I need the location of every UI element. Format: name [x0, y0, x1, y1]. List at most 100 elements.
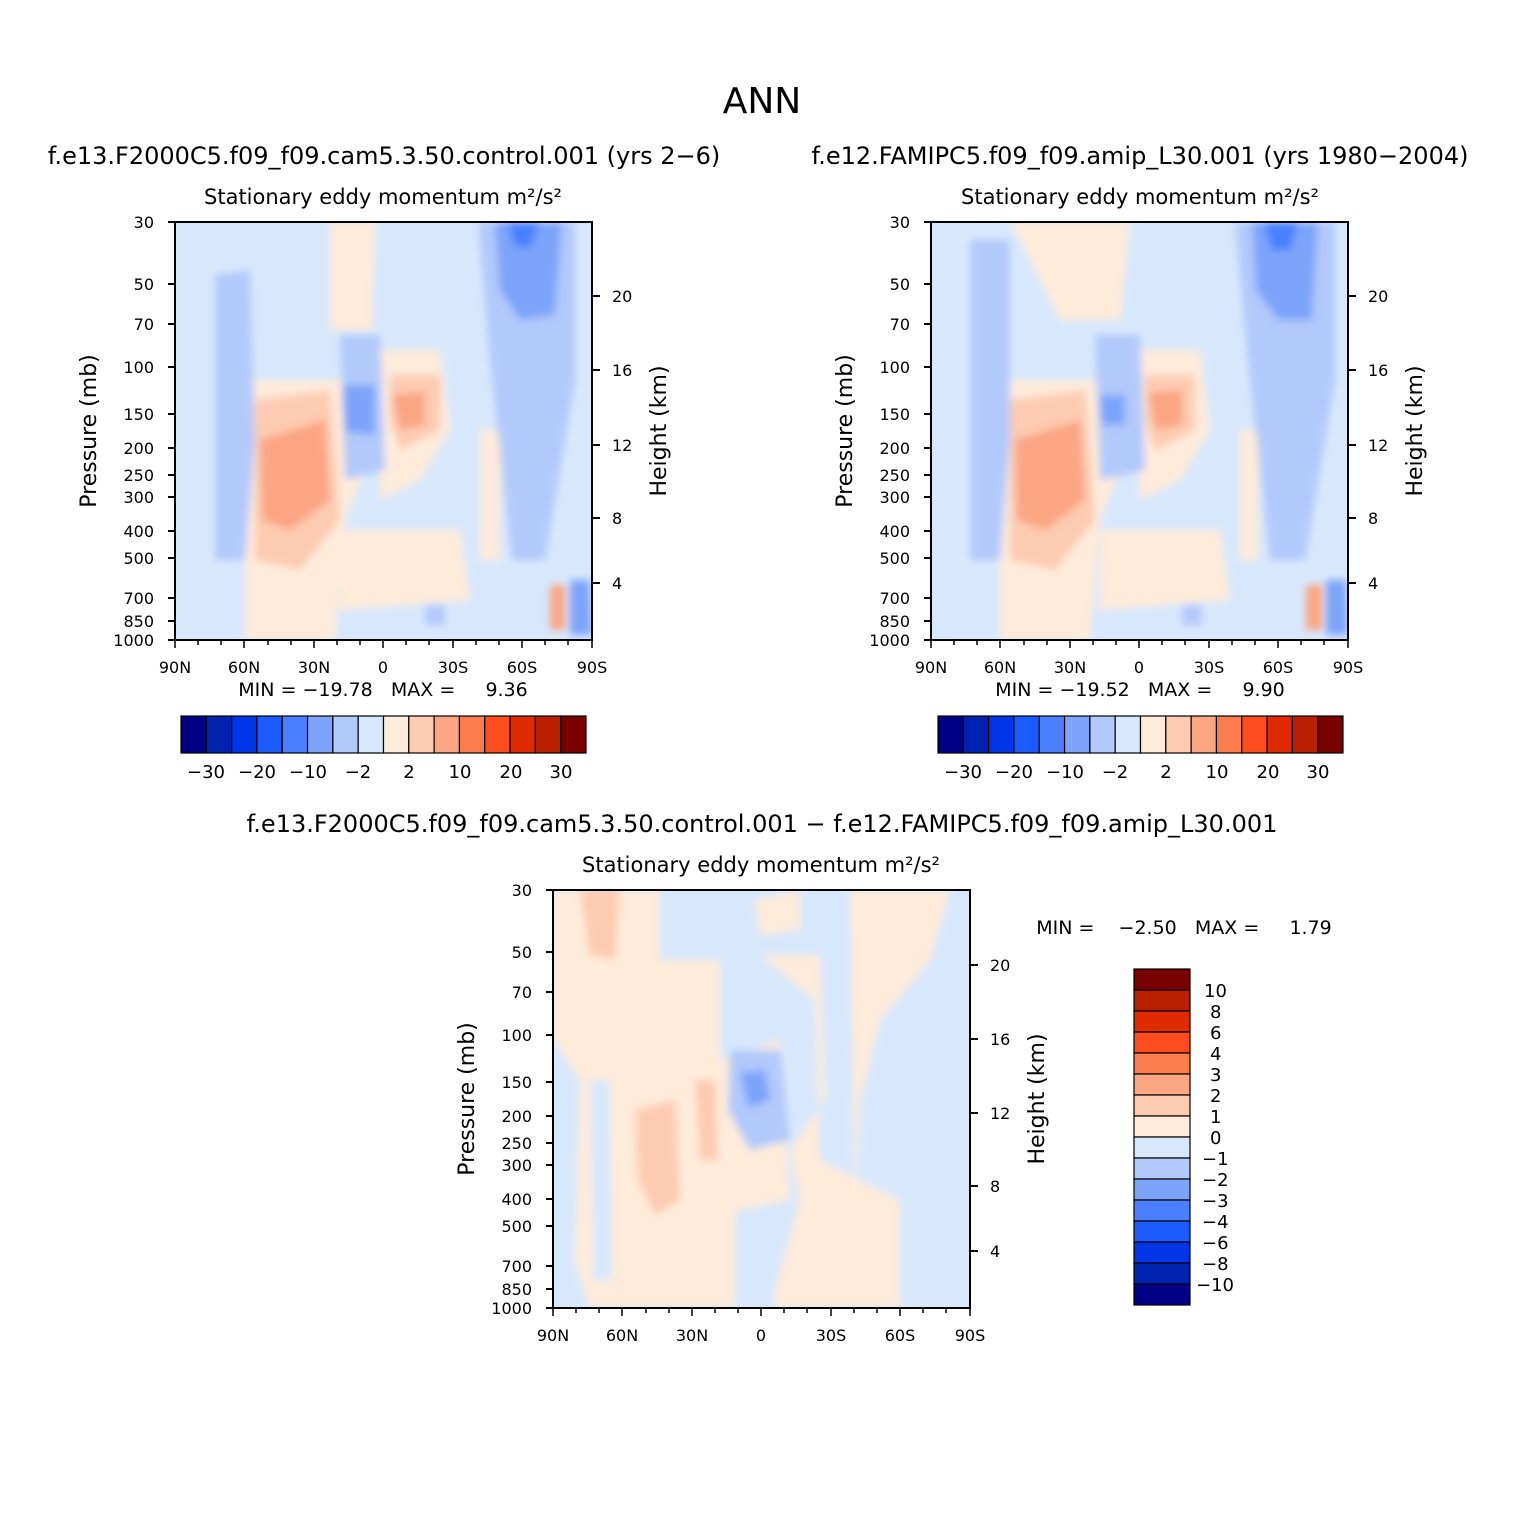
- colorbar-swatch: [1241, 715, 1268, 754]
- colorbar-label: −6: [1202, 1233, 1229, 1254]
- y-right-tick: 8: [1348, 509, 1378, 528]
- colorbar-swatch: [332, 715, 359, 754]
- svg-text:150: 150: [501, 1073, 532, 1092]
- y-tick: 200: [501, 1107, 553, 1126]
- svg-text:8: 8: [612, 509, 622, 528]
- x-tick-label: 60N: [228, 658, 260, 677]
- y-tick: 400: [123, 522, 175, 541]
- y-tick: 500: [879, 549, 931, 568]
- svg-text:4: 4: [990, 1242, 1000, 1261]
- colorbar-swatch: [1133, 1241, 1191, 1264]
- x-tick-label: 90N: [159, 658, 191, 677]
- y-tick: 850: [879, 612, 931, 631]
- colorbar-label: 2: [1160, 762, 1171, 783]
- colorbar-vertical: [1133, 968, 1191, 1306]
- colorbar-label: 2: [403, 762, 414, 783]
- svg-text:300: 300: [123, 488, 154, 507]
- colorbar-swatch: [1133, 1136, 1191, 1159]
- colorbar-swatch: [256, 715, 283, 754]
- panel-title: Stationary eddy momentum m²/s²: [204, 185, 562, 209]
- colorbar-label: 10: [1206, 762, 1229, 783]
- colorbar-label: −20: [995, 762, 1033, 783]
- colorbar-swatch: [937, 715, 964, 754]
- y-tick: 50: [890, 275, 931, 294]
- svg-text:1000: 1000: [113, 631, 154, 650]
- svg-text:50: 50: [134, 275, 154, 294]
- x-axis: 90N 60N 30N 0 30S 60S 90S: [915, 640, 1363, 677]
- colorbar-swatch: [1133, 1031, 1191, 1054]
- y-tick: 100: [501, 1026, 553, 1045]
- svg-text:200: 200: [501, 1107, 532, 1126]
- svg-text:100: 100: [123, 358, 154, 377]
- y-tick: 850: [123, 612, 175, 631]
- svg-text:850: 850: [501, 1280, 532, 1299]
- y-right-tick: 8: [592, 509, 622, 528]
- colorbar-swatch: [1291, 715, 1319, 754]
- contour-field: [553, 890, 970, 1308]
- svg-text:16: 16: [990, 1030, 1010, 1049]
- contour-field: [931, 222, 1348, 640]
- colorbar-label: 1: [1210, 1107, 1221, 1128]
- panel-title-text: Stationary eddy momentum: [961, 185, 1257, 209]
- y-right-tick: 16: [1348, 361, 1388, 380]
- svg-text:1000: 1000: [491, 1299, 532, 1318]
- colorbar-labels: −30 −20 −10 −2 2 10 20 30: [944, 762, 1329, 783]
- x-axis: 90N 60N 30N 0 30S 60S 90S: [537, 1308, 985, 1345]
- y-tick: 150: [501, 1073, 553, 1092]
- colorbar-swatch: [433, 715, 461, 754]
- colorbar-label: −3: [1202, 1191, 1229, 1212]
- colorbar-swatch: [1133, 1220, 1191, 1243]
- colorbar-label: −30: [187, 762, 225, 783]
- colorbar-label: 8: [1210, 1002, 1221, 1023]
- svg-text:100: 100: [879, 358, 910, 377]
- colorbar-swatch: [1133, 968, 1191, 991]
- y-tick: 250: [123, 466, 175, 485]
- colorbar-swatch: [281, 715, 309, 754]
- colorbar-swatch: [1215, 715, 1243, 754]
- svg-text:200: 200: [879, 439, 910, 458]
- colorbar-label: 3: [1210, 1065, 1221, 1086]
- svg-text:12: 12: [990, 1104, 1010, 1123]
- svg-text:70: 70: [134, 315, 154, 334]
- colorbar-label: −10: [289, 762, 327, 783]
- colorbar-label: 10: [1204, 981, 1227, 1002]
- colorbar-label: 6: [1210, 1023, 1221, 1044]
- panel-header: f.e13.F2000C5.f09_f09.cam5.3.50.control.…: [247, 810, 1278, 838]
- x-tick-label: 30S: [438, 658, 469, 677]
- panel-units: m²/s²: [885, 853, 940, 877]
- x-tick-label: 30S: [1194, 658, 1225, 677]
- y-tick: 700: [879, 589, 931, 608]
- panel-header: f.e12.FAMIPC5.f09_f09.amip_L30.001 (yrs …: [812, 142, 1469, 170]
- y-axis-label-right: Height (km): [647, 365, 672, 496]
- y-tick: 400: [879, 522, 931, 541]
- colorbar-swatch: [1133, 1115, 1191, 1138]
- colorbar-label: −4: [1202, 1212, 1229, 1233]
- colorbar-swatch: [1190, 715, 1218, 754]
- svg-text:1000: 1000: [869, 631, 910, 650]
- svg-text:20: 20: [612, 287, 632, 306]
- colorbar-swatch: [357, 715, 385, 754]
- colorbar-labels: 10 8 6 4 3 2 1 0 −1 −2 −3 −4 −6 −8 −10: [1196, 981, 1234, 1296]
- colorbar-swatch: [1133, 1283, 1191, 1306]
- colorbar-swatch: [1133, 1010, 1191, 1033]
- colorbar-swatch: [1133, 989, 1191, 1012]
- svg-text:300: 300: [501, 1156, 532, 1175]
- y-axis-label-left: Pressure (mb): [455, 1022, 480, 1176]
- y-tick: 250: [501, 1134, 553, 1153]
- panel-amip: f.e12.FAMIPC5.f09_f09.amip_L30.001 (yrs …: [812, 142, 1469, 783]
- colorbar: [937, 715, 1344, 754]
- panel-units: m²/s²: [507, 185, 562, 209]
- colorbar-label: −10: [1196, 1275, 1234, 1296]
- x-tick-label: 90S: [955, 1326, 986, 1345]
- svg-text:8: 8: [990, 1177, 1000, 1196]
- y-tick: 850: [501, 1280, 553, 1299]
- y-tick: 70: [890, 315, 931, 334]
- y-tick: 250: [879, 466, 931, 485]
- min-max-label: MIN = −19.78 MAX = 9.36: [238, 679, 528, 701]
- x-tick-label: 30N: [676, 1326, 708, 1345]
- y-tick: 100: [879, 358, 931, 377]
- colorbar-label: −2: [1102, 762, 1129, 783]
- y-tick: 150: [123, 405, 175, 424]
- colorbar-swatch: [1317, 715, 1344, 754]
- y-right-tick: 20: [1348, 287, 1388, 306]
